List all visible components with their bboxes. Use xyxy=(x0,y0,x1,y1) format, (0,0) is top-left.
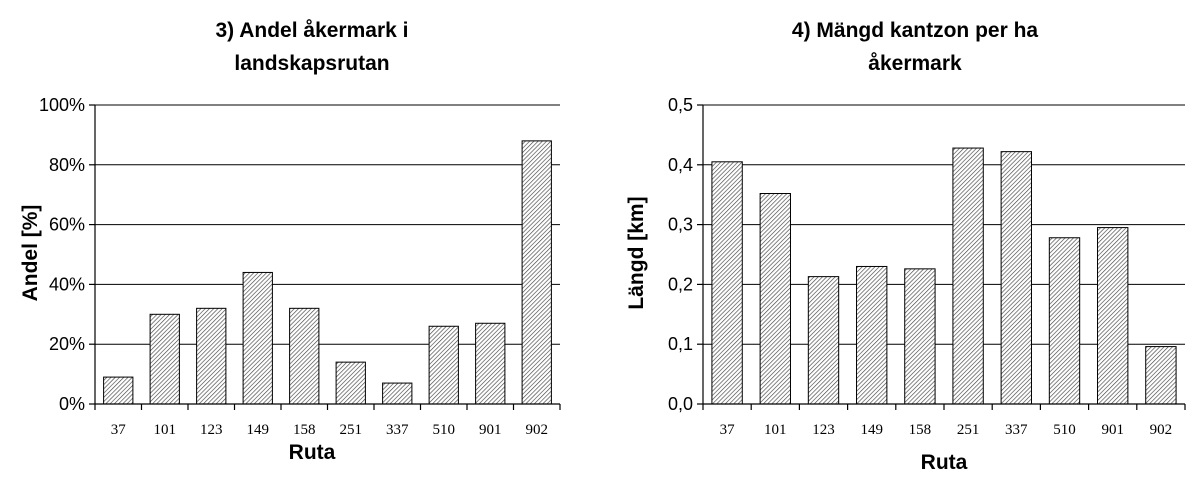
x-tick-label: 101 xyxy=(764,422,787,438)
x-tick-label: 149 xyxy=(247,422,270,438)
bar-337 xyxy=(1000,151,1032,405)
x-tick-label: 251 xyxy=(340,422,363,438)
bar-510 xyxy=(428,325,459,405)
x-tick-label: 251 xyxy=(957,422,980,438)
bar-902 xyxy=(1145,346,1177,405)
x-tick-label: 510 xyxy=(433,422,456,438)
x-tick-label: 337 xyxy=(386,422,409,438)
chart-2-x-axis-title: Ruta xyxy=(921,451,968,474)
chart-2-plot: 0,0 0,1 0,2 0,3 0,4 0,5 37 101 123 149 158 251 337 51… xyxy=(668,95,1186,438)
chart-1-x-axis-title: Ruta xyxy=(289,441,336,464)
bar-37 xyxy=(711,161,743,405)
y-tick-label: 0,3 xyxy=(668,215,693,235)
x-tick-label: 901 xyxy=(479,422,502,438)
bar-902 xyxy=(521,140,552,405)
y-tick-label: 0,4 xyxy=(668,155,693,175)
chart-1-y-axis-title: Andel [%] xyxy=(19,205,42,302)
x-tick-label: 902 xyxy=(526,422,549,438)
bar-251 xyxy=(335,361,366,405)
chart-1-plot: 0% 20% 40% 60% 80% 100% 37 101 123 149 158 251 337 51… xyxy=(39,95,561,438)
x-tick-label: 510 xyxy=(1053,422,1076,438)
x-tick-label: 37 xyxy=(720,422,736,438)
y-tick-label: 0,0 xyxy=(668,394,693,414)
bar-901 xyxy=(475,322,506,405)
x-tick-label: 337 xyxy=(1005,422,1028,438)
chart-1-title-line-1: 3) Andel åkermark i xyxy=(216,19,409,42)
bar-251 xyxy=(952,147,984,405)
bar-37 xyxy=(103,376,134,405)
chart-2-title-line-1: 4) Mängd kantzon per ha xyxy=(792,19,1039,42)
bar-158 xyxy=(904,268,936,405)
bar-158 xyxy=(289,307,320,405)
y-tick-label: 0,5 xyxy=(668,95,693,115)
bar-101 xyxy=(759,193,791,405)
bar-510 xyxy=(1048,237,1081,405)
bar-149 xyxy=(242,271,273,405)
chart-2-y-axis-title: Längd [km] xyxy=(625,196,648,309)
x-tick-label: 123 xyxy=(812,422,835,438)
x-tick-label: 158 xyxy=(909,422,932,438)
y-tick-label: 20% xyxy=(49,334,85,354)
bar-101 xyxy=(149,313,180,405)
y-tick-label: 40% xyxy=(49,274,85,294)
y-tick-label: 60% xyxy=(49,215,85,235)
x-tick-label: 158 xyxy=(293,422,316,438)
x-tick-label: 123 xyxy=(200,422,223,438)
y-tick-label: 0,2 xyxy=(668,274,693,294)
bar-149 xyxy=(856,265,888,405)
x-tick-label: 901 xyxy=(1101,422,1124,438)
chart-2-title-line-2: åkermark xyxy=(868,52,962,75)
x-tick-label: 37 xyxy=(111,422,127,438)
x-tick-label: 149 xyxy=(860,422,883,438)
x-tick-label: 902 xyxy=(1150,422,1173,438)
chart-2: 4) Mängd kantzon per ha åkermark Längd [… xyxy=(625,19,1186,474)
y-tick-label: 80% xyxy=(49,155,85,175)
bar-123 xyxy=(196,307,227,405)
x-tick-label: 101 xyxy=(154,422,177,438)
bar-901 xyxy=(1097,227,1129,405)
bar-337 xyxy=(382,382,413,405)
y-tick-label: 100% xyxy=(39,95,85,115)
bar-123 xyxy=(807,276,840,405)
chart-1: 3) Andel åkermark i landskapsrutan Andel… xyxy=(19,19,561,464)
chart-1-title-line-2: landskapsrutan xyxy=(234,52,389,75)
y-tick-label: 0,1 xyxy=(668,334,693,354)
y-tick-label: 0% xyxy=(59,394,85,414)
